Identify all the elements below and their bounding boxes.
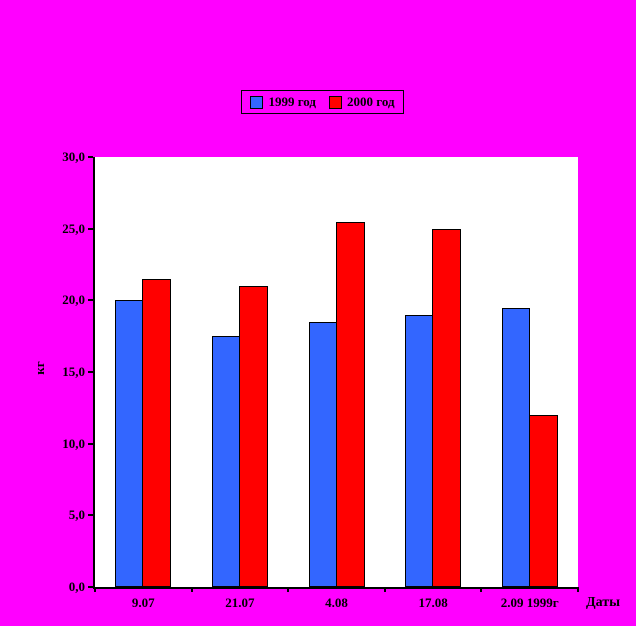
y-tick-label: 15,0 (62, 364, 85, 379)
y-axis-tick (88, 371, 93, 373)
x-category-label: 9.07 (131, 595, 155, 610)
bar-series2-cat5 (528, 415, 558, 587)
legend-swatch-1999 (250, 95, 264, 109)
x-axis-tick (287, 587, 290, 592)
y-axis-tick (88, 442, 93, 445)
legend-label-1999: 1999 год (268, 94, 316, 109)
bar-series1-cat5 (501, 307, 530, 587)
y-axis-tick (88, 227, 93, 230)
legend: 1999 год 2000 год (241, 90, 404, 114)
x-axis-tick (190, 587, 193, 592)
bar-series2-cat4 (432, 228, 462, 587)
y-tick-label: 25,0 (62, 220, 85, 236)
y-axis-tick (88, 514, 93, 517)
legend-label-2000: 2000 год (347, 94, 395, 109)
y-axis-tick (88, 299, 93, 302)
legend-item-2000: 2000 год (329, 94, 395, 110)
bar-series1-cat4 (405, 314, 434, 587)
legend-item-1999: 1999 год (250, 94, 316, 110)
y-tick-label: 30,0 (62, 149, 85, 164)
bar-series2-cat1 (142, 278, 172, 587)
bar-series1-cat2 (211, 336, 240, 587)
y-axis-title: кг (32, 361, 47, 375)
y-axis-tick (88, 586, 93, 588)
x-category-label: 4.08 (325, 595, 348, 610)
y-tick-label: 20,0 (62, 292, 85, 308)
bar-series1-cat3 (308, 321, 337, 587)
x-axis-tick (94, 587, 96, 592)
y-tick-label: 0,0 (68, 579, 85, 594)
x-axis-tick (577, 587, 579, 592)
bar-series1-cat1 (115, 300, 144, 587)
bar-series2-cat2 (238, 286, 268, 587)
bar-series2-cat3 (335, 221, 365, 587)
x-axis-title: Даты (586, 595, 621, 610)
x-category-label: 2.09 1999г (500, 595, 559, 610)
x-axis-tick (383, 587, 386, 592)
y-tick-label: 5,0 (68, 507, 85, 523)
legend-swatch-2000 (329, 95, 342, 109)
y-axis-tick (88, 156, 93, 158)
x-axis-tick (480, 587, 483, 592)
y-tick-label: 10,0 (62, 435, 85, 451)
x-category-label: 17.08 (418, 595, 448, 610)
x-category-label: 21.07 (225, 595, 255, 610)
